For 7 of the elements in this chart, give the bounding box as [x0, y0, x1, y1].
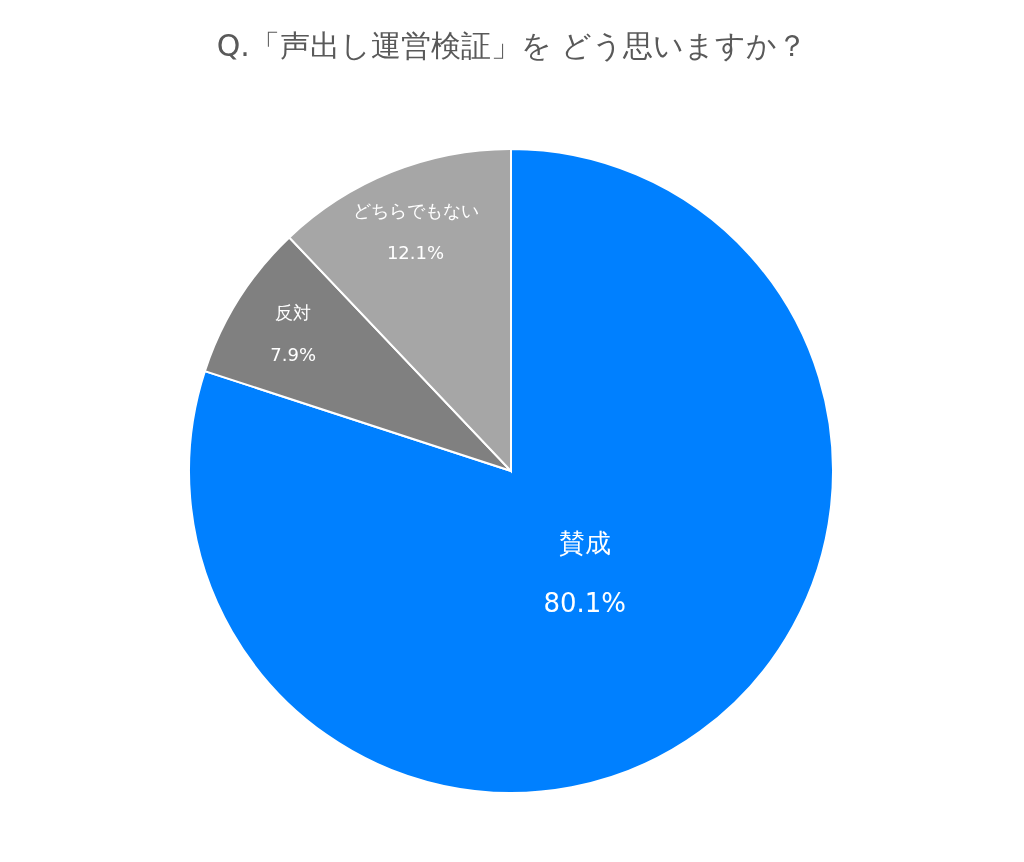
- data-label: 7.9%: [270, 343, 317, 365]
- slice-label: どちらでもない: [352, 200, 479, 222]
- data-label: 12.1%: [386, 242, 445, 264]
- chart-title: Q.「声出し運営検証」を どう思いますか？: [216, 28, 808, 63]
- data-label: 80.1%: [543, 587, 627, 618]
- slice-label: 賛成: [558, 527, 611, 558]
- slice-label: 反対: [275, 301, 312, 323]
